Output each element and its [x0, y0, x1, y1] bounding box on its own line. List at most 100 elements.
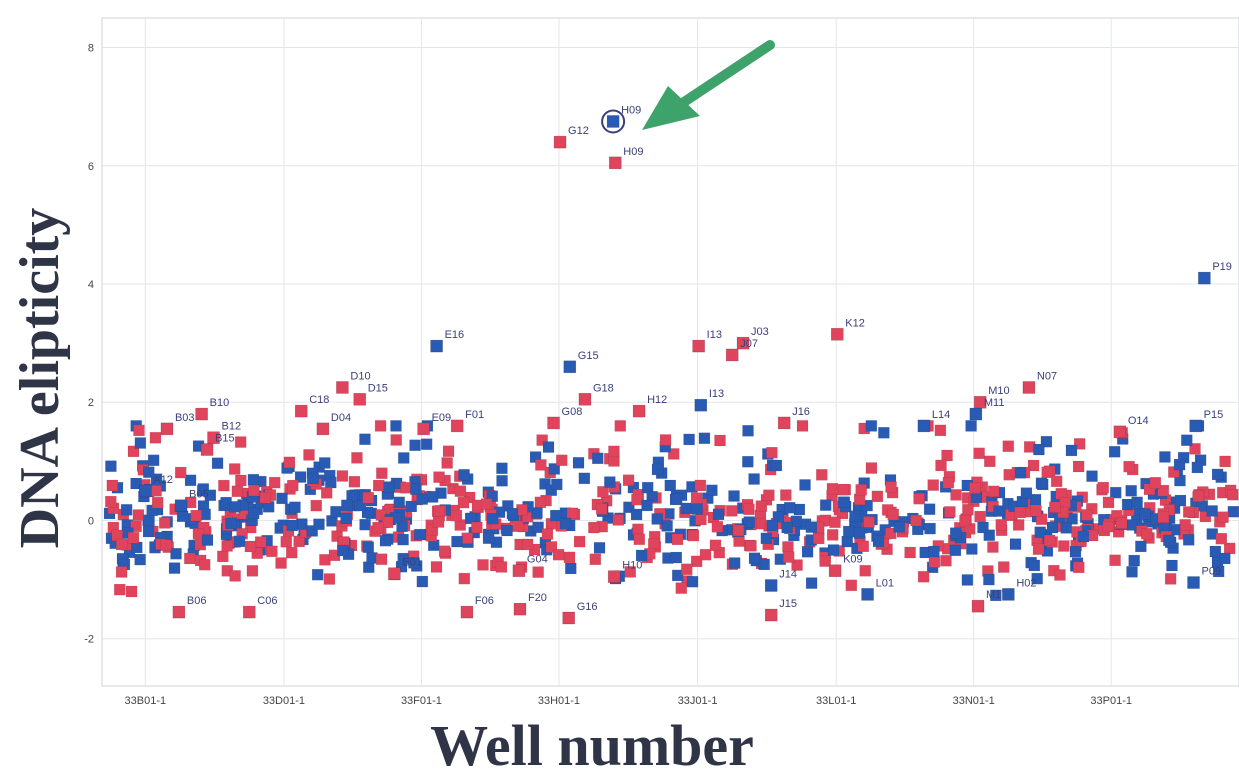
- data-point: [974, 510, 986, 523]
- point-label: N07: [1037, 370, 1057, 382]
- point-label: C06: [257, 595, 277, 607]
- data-point: [534, 496, 547, 509]
- data-point: [572, 457, 585, 469]
- data-point: [330, 505, 342, 518]
- data-point: [539, 478, 551, 490]
- data-point: [714, 434, 726, 447]
- data-point: [376, 467, 388, 479]
- data-point: [863, 516, 875, 528]
- data-point: [1069, 545, 1082, 558]
- point-label: K12: [845, 317, 865, 329]
- data-point: [1041, 466, 1053, 479]
- labeled-data-point: [608, 156, 622, 170]
- data-point: [168, 562, 181, 574]
- data-point: [781, 521, 793, 534]
- data-point: [861, 499, 873, 512]
- data-point: [1012, 519, 1025, 531]
- point-label: C18: [309, 394, 329, 406]
- data-point: [651, 463, 664, 476]
- point-label: G04: [527, 554, 548, 566]
- data-point: [372, 521, 384, 534]
- data-point: [819, 555, 831, 567]
- data-point: [501, 524, 513, 537]
- y-tick-label: 6: [88, 161, 94, 173]
- data-point: [934, 424, 947, 437]
- data-point: [791, 559, 803, 571]
- data-point: [977, 521, 989, 534]
- data-point: [548, 463, 561, 475]
- data-point: [887, 508, 899, 521]
- data-point: [1227, 505, 1239, 518]
- data-point: [480, 498, 493, 510]
- data-point: [233, 535, 246, 548]
- point-label: P09: [1202, 566, 1222, 578]
- data-point: [699, 548, 712, 561]
- data-point: [1157, 484, 1170, 497]
- labeled-data-point: [861, 588, 874, 601]
- data-point: [743, 503, 755, 516]
- data-point: [651, 513, 663, 525]
- labeled-data-point: [174, 499, 188, 512]
- labeled-data-point: [388, 567, 401, 580]
- data-point: [928, 556, 941, 568]
- data-point: [691, 503, 703, 515]
- data-point: [218, 479, 230, 492]
- point-label: L01: [876, 577, 894, 589]
- labeled-data-point: [694, 398, 708, 412]
- point-label: F06: [475, 595, 494, 607]
- data-point: [1009, 538, 1022, 550]
- labeled-data-point: [316, 422, 330, 436]
- data-point: [1179, 519, 1191, 531]
- data-point: [1181, 434, 1193, 446]
- data-point: [1102, 520, 1114, 533]
- data-point: [246, 565, 259, 577]
- data-point: [285, 546, 298, 559]
- labeled-data-point: [562, 611, 576, 625]
- data-point: [464, 512, 477, 525]
- data-point: [604, 476, 616, 488]
- data-point: [690, 555, 703, 568]
- data-point: [742, 455, 754, 468]
- data-point: [1168, 466, 1180, 478]
- data-point: [286, 519, 299, 532]
- data-point: [733, 535, 745, 547]
- data-point: [521, 538, 534, 551]
- data-point: [275, 557, 287, 569]
- data-point: [732, 524, 745, 537]
- data-point: [728, 557, 741, 569]
- data-point: [1128, 554, 1140, 567]
- data-point: [496, 462, 508, 475]
- data-point: [935, 459, 947, 472]
- data-point: [1135, 540, 1147, 553]
- y-tick-label: 2: [88, 397, 94, 409]
- y-tick-label: 4: [88, 279, 94, 291]
- data-point: [303, 449, 315, 461]
- labeled-data-point: [1002, 588, 1015, 601]
- point-label: B10: [210, 397, 230, 409]
- data-point: [592, 452, 604, 465]
- data-point: [542, 441, 555, 453]
- data-point: [1043, 534, 1056, 547]
- data-point: [1126, 519, 1138, 531]
- data-point: [904, 546, 916, 559]
- data-point: [416, 575, 429, 588]
- labeled-data-point: [172, 605, 186, 619]
- data-point: [160, 539, 172, 551]
- data-point: [159, 517, 171, 529]
- point-label: F20: [528, 592, 547, 604]
- data-point: [675, 582, 688, 594]
- point-label: F01: [465, 409, 484, 421]
- data-point: [416, 493, 428, 505]
- data-point: [635, 549, 648, 562]
- labeled-data-point: [1113, 425, 1127, 439]
- point-label: G12: [568, 125, 589, 137]
- labeled-data-point: [777, 416, 791, 430]
- data-point: [995, 519, 1008, 531]
- data-point: [819, 499, 832, 511]
- point-label: I13: [707, 329, 722, 341]
- x-axis-title: Well number: [430, 713, 754, 774]
- data-point: [984, 455, 996, 468]
- data-point: [550, 509, 562, 522]
